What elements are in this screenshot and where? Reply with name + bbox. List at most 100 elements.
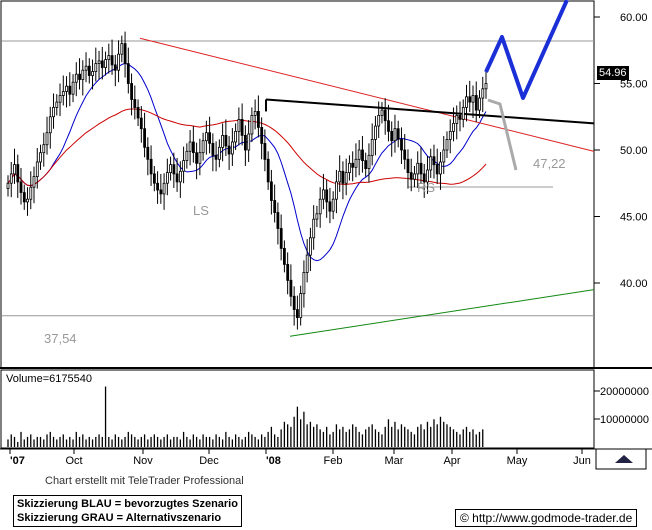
- date-tick-label: Dec: [199, 455, 219, 467]
- candle-body: [348, 162, 351, 174]
- candle-body: [247, 133, 251, 151]
- candle-body: [126, 63, 130, 84]
- candle-body: [45, 132, 49, 146]
- source-url[interactable]: © http://www.godmode-trader.de: [455, 509, 638, 527]
- price-tick-label: 60.00: [620, 12, 648, 24]
- target-level-label: 47,22: [533, 156, 566, 171]
- candle-body: [13, 164, 16, 175]
- price-tick-label: 55.00: [620, 79, 648, 91]
- candle-body: [484, 83, 488, 90]
- candle-body: [390, 130, 394, 142]
- candle-body: [162, 182, 166, 195]
- candle-body: [6, 182, 10, 190]
- candle-body: [94, 63, 98, 72]
- candle-body: [175, 173, 179, 183]
- candle-body: [156, 182, 160, 191]
- candle-body: [442, 149, 446, 163]
- scroll-corner-icon[interactable]: [615, 455, 633, 463]
- candle-body: [302, 271, 306, 295]
- date-tick-label: Jun: [573, 455, 591, 467]
- candle-body: [409, 172, 413, 180]
- date-tick-label: '08: [266, 455, 281, 467]
- candle-body: [214, 154, 218, 160]
- candle-body: [29, 186, 33, 200]
- candle-body: [321, 189, 325, 200]
- candle-body: [48, 116, 52, 134]
- candle-body: [282, 247, 286, 265]
- candle-body: [432, 156, 436, 166]
- candle-body: [208, 132, 212, 144]
- ls-label: LS: [193, 203, 209, 218]
- candle-body: [250, 115, 254, 135]
- candle-body: [383, 109, 387, 122]
- candle-body: [481, 88, 485, 99]
- candle-body: [58, 95, 62, 103]
- last-price-tag: 54.96: [597, 66, 629, 80]
- candle-body: [91, 71, 94, 76]
- legend-blue: Skizzierung BLAU = bevorzugtes Szenario: [17, 498, 238, 510]
- candle-body: [315, 213, 319, 220]
- candle-body: [448, 130, 452, 140]
- scenario-legend: Skizzierung BLAU = bevorzugtes Szenario …: [13, 495, 242, 527]
- volume-label: Volume=6175540: [6, 373, 92, 385]
- candle-body: [32, 176, 36, 188]
- date-tick-label: Nov: [133, 455, 153, 467]
- neckline: [265, 98, 595, 125]
- candle-body: [178, 170, 182, 183]
- candle-body: [188, 141, 192, 152]
- candle-body: [61, 91, 65, 96]
- candle-body: [377, 115, 381, 127]
- candle-body: [471, 95, 475, 103]
- candle-body: [461, 107, 465, 120]
- alternative-scenario-path: [487, 98, 518, 171]
- date-tick-label: May: [507, 455, 528, 467]
- candle-body: [253, 111, 257, 116]
- candle-body: [185, 150, 189, 162]
- candle-body: [435, 164, 439, 175]
- price-tick-label: 40.00: [620, 278, 648, 290]
- candle-body: [81, 69, 85, 80]
- candle-body: [286, 263, 290, 281]
- candle-body: [169, 164, 173, 174]
- candle-body: [243, 134, 247, 151]
- candle-body: [201, 140, 205, 154]
- candle-body: [256, 111, 260, 128]
- candle-body: [149, 158, 153, 175]
- candle-body: [269, 181, 273, 201]
- candle-body: [26, 198, 29, 203]
- candle-body: [143, 128, 147, 148]
- candle-body: [146, 146, 150, 160]
- candle-body: [130, 83, 134, 100]
- candle-body: [413, 173, 416, 180]
- candle-body: [195, 152, 199, 164]
- candle-body: [305, 254, 309, 273]
- candle-body: [396, 128, 400, 140]
- legend-grey: Skizzierung GRAU = Alternativszenario: [17, 512, 222, 524]
- stock-chart: 40.00 45.00 50.00 55.00 60.00 '07 Oct Nov Dec '08…: [0, 0, 652, 470]
- candle-body: [416, 162, 420, 175]
- candle-body: [344, 172, 348, 184]
- candle-body: [351, 162, 355, 168]
- candle-body: [234, 130, 238, 143]
- candle-body: [370, 138, 374, 156]
- candle-body: [276, 212, 280, 229]
- preferred-scenario-path: [484, 0, 569, 100]
- candle-body: [65, 85, 68, 92]
- candle-body: [19, 181, 23, 193]
- candle-body: [224, 134, 228, 147]
- candle-body: [406, 158, 410, 174]
- candle-body: [289, 279, 293, 297]
- candle-body: [403, 149, 407, 160]
- candle-body: [35, 161, 39, 178]
- candle-body: [221, 134, 225, 148]
- candle-body: [123, 43, 127, 64]
- candle-body: [22, 192, 26, 203]
- candle-body: [107, 55, 111, 60]
- candle-body: [84, 65, 88, 71]
- price-tick-label: 50.00: [620, 145, 648, 157]
- price-tick-label: 45.00: [620, 212, 648, 224]
- candle-body: [204, 132, 208, 142]
- candle-body: [341, 170, 345, 184]
- candle-body: [439, 161, 442, 175]
- candle-body: [230, 141, 234, 155]
